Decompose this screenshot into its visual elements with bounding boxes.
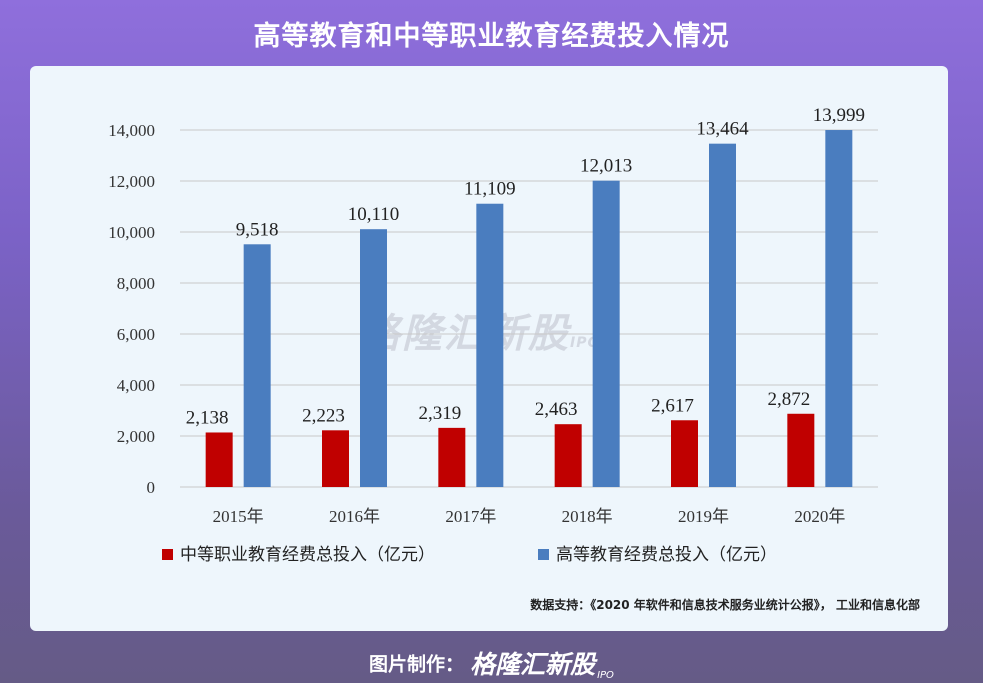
legend-swatch	[162, 549, 173, 560]
data-label: 13,464	[696, 119, 749, 140]
source-note: 数据支持：《2020 年软件和信息技术服务业统计公报》， 工业和信息化部	[530, 598, 920, 612]
y-tick-label: 10,000	[108, 223, 155, 242]
legend-label: 高等教育经费总投入（亿元）	[556, 545, 777, 565]
x-tick-label: 2019年	[678, 507, 729, 526]
bar	[322, 430, 349, 487]
data-label: 2,138	[186, 407, 229, 428]
data-label: 2,319	[418, 403, 461, 424]
bar	[205, 432, 233, 487]
bar	[554, 424, 582, 487]
y-tick-label: 2,000	[117, 427, 155, 446]
legend-label: 中等职业教育经费总投入（亿元）	[180, 545, 435, 565]
data-label: 2,463	[535, 399, 578, 420]
y-tick-label: 0	[147, 478, 156, 497]
watermark-sub: IPO	[570, 335, 601, 351]
x-tick-label: 2018年	[562, 507, 613, 526]
bar	[709, 143, 736, 487]
legend-swatch	[538, 549, 549, 560]
chart-card: 格隆汇新股IPO 0 2,000 4,000 6,000 8,000 10,000 12,0…	[30, 66, 948, 631]
x-tick-label: 2016年	[329, 507, 380, 526]
footer-sub: IPO	[597, 670, 614, 681]
data-label: 12,013	[580, 156, 632, 177]
bar	[592, 180, 620, 487]
x-tick-label: 2015年	[213, 507, 264, 526]
bar	[360, 229, 387, 487]
data-label: 13,999	[813, 105, 865, 126]
data-label: 2,872	[767, 389, 810, 410]
footer-brand: 格隆汇新股	[470, 650, 596, 679]
y-tick-label: 12,000	[108, 172, 155, 191]
bar	[243, 244, 271, 487]
y-tick-label: 14,000	[108, 121, 155, 140]
data-label: 9,518	[236, 219, 279, 240]
y-tick-label: 4,000	[117, 376, 155, 395]
bar	[825, 130, 853, 487]
y-tick-label: 6,000	[117, 325, 155, 344]
page-title: 高等教育和中等职业教育经费投入情况	[253, 21, 730, 52]
data-label: 2,223	[302, 405, 345, 426]
bar-chart: 0 2,000 4,000 6,000 8,000 10,000 12,000 14,000 2…	[108, 105, 878, 565]
bar	[438, 427, 466, 487]
data-label: 11,109	[464, 179, 516, 200]
x-tick-label: 2017年	[445, 507, 496, 526]
x-tick-label: 2020年	[794, 507, 845, 526]
bar	[787, 413, 815, 487]
data-label: 10,110	[348, 204, 400, 225]
data-label: 2,617	[651, 395, 694, 416]
bar	[671, 420, 698, 487]
footer: 图片制作： 格隆汇新股 IPO	[0, 645, 983, 681]
bar	[476, 203, 504, 487]
footer-credit: 图片制作：	[369, 653, 465, 676]
y-tick-label: 8,000	[117, 274, 155, 293]
